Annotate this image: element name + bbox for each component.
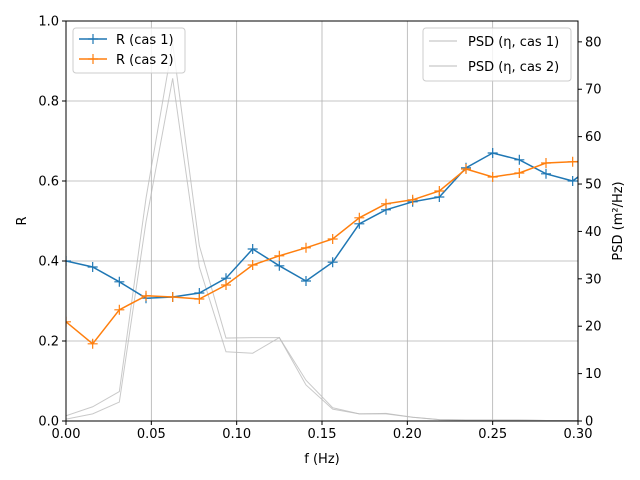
x-tick-label: 0.20 [393,427,422,442]
data-point-r-cas-1 [274,260,285,271]
y-axis-label: R [15,216,30,225]
x-tick-label: 0.15 [308,427,337,442]
data-point-r-cas-2 [487,172,498,182]
data-point-r-cas-2 [327,234,338,244]
data-point-r-cas-2 [247,260,258,270]
data-point-r-cas-1 [594,156,604,166]
data-point-r-cas-2 [354,212,365,223]
data-point-r-cas-2 [567,156,578,167]
data-point-r-cas-2 [87,338,98,349]
series-line-psd-cas-1 [66,43,578,421]
y-right-tick-label: 60 [585,130,602,145]
data-point-r-cas-1 [87,262,98,272]
data-point-r-cas-2 [274,250,285,261]
data-point-r-cas-2 [381,198,391,209]
y-right-tick-label: 30 [585,272,602,287]
data-point-r-cas-2 [434,186,445,196]
data-point-r-cas-2 [461,164,471,174]
y-tick-label: 0.0 [38,415,59,430]
y-tick-label: 1.0 [38,15,59,30]
y-right-tick-label: 80 [585,35,602,50]
x-tick-label: 0.30 [564,427,593,442]
psd-series [66,43,578,421]
y-right-tick-label: 20 [585,320,602,335]
data-point-r-cas-1 [514,154,525,165]
data-point-r-cas-2 [514,168,525,178]
x-tick-label: 0.10 [222,427,251,442]
legend-entry-r-cas2: R (cas 2) [116,53,174,68]
data-point-r-cas-2 [594,156,604,166]
data-point-r-cas-1 [114,276,125,287]
x-tick-label: 0.00 [52,427,81,442]
data-point-r-cas-2 [301,242,311,253]
data-point-r-cas-2 [541,158,551,168]
data-point-r-cas-1 [567,176,578,186]
legend-entry-psd-cas2: PSD (η, cas 2) [468,60,559,75]
x-tick-label: 0.25 [478,427,507,442]
data-point-r-cas-1 [301,276,311,286]
legend-entry-psd-cas1: PSD (η, cas 1) [468,35,559,50]
y-tick-label: 0.8 [38,95,59,110]
y-right-tick-label: 10 [585,367,602,382]
legend-entry-r-cas1: R (cas 1) [116,33,174,48]
data-point-r-cas-1 [66,256,71,266]
y-axis-right-label: PSD (m²/Hz) [611,181,626,260]
series-line-r-cas-2 [66,160,578,345]
data-point-r-cas-2 [221,280,231,290]
data-point-r-cas-2 [114,304,125,315]
legend-right: PSD (η, cas 1) PSD (η, cas 2) [422,27,572,82]
data-point-r-cas-1 [541,168,551,179]
data-point-r-cas-1 [487,148,498,158]
ticks: 0.00 0.05 0.10 0.15 0.20 0.25 0.30 0.0 0.2 0.4 0.6… [38,15,601,443]
data-point-r-cas-2 [66,316,71,327]
x-axis-label: f (Hz) [304,452,339,467]
y-right-tick-label: 0 [585,415,593,430]
legend-left: R (cas 1) R (cas 2) [72,27,186,74]
r-series [66,148,604,349]
data-point-r-cas-2 [407,194,418,205]
data-point-r-cas-2 [167,292,178,302]
data-point-r-cas-2 [141,290,151,301]
x-tick-label: 0.05 [137,427,166,442]
data-point-r-cas-1 [327,257,338,268]
y-right-tick-label: 40 [585,225,602,240]
y-tick-label: 0.6 [38,175,59,190]
y-tick-label: 0.2 [38,335,59,350]
data-point-r-cas-1 [247,244,258,254]
data-point-r-cas-2 [194,294,205,304]
y-tick-label: 0.4 [38,255,59,270]
series-line-psd-cas-2 [66,78,578,421]
y-right-tick-label: 70 [585,83,602,98]
y-right-tick-label: 50 [585,178,602,193]
